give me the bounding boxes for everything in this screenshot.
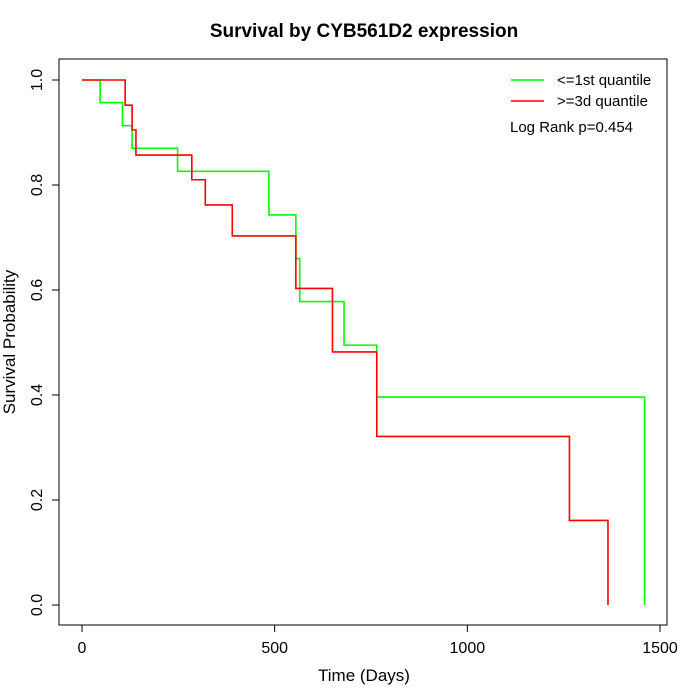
y-tick-label: 1.0: [29, 69, 46, 91]
y-axis-label: Survival Probability: [0, 269, 19, 414]
x-axis-label: Time (Days): [318, 666, 410, 685]
y-tick-label: 0.8: [29, 174, 46, 196]
legend: <=1st quantile >=3d quantile: [511, 72, 651, 110]
y-axis: 0.0 0.2 0.4 0.6 0.8 1.0: [29, 69, 60, 616]
log-rank-annotation: Log Rank p=0.454: [510, 119, 633, 136]
x-tick-label: 0: [78, 640, 87, 657]
plot-box: [58, 58, 668, 626]
legend-label: <=1st quantile: [557, 72, 651, 89]
legend-label: >=3d quantile: [557, 93, 648, 110]
series-group: [82, 79, 646, 605]
y-tick-label: 0.6: [29, 279, 46, 301]
y-tick-label: 0.0: [29, 594, 46, 616]
y-tick-label: 0.4: [29, 384, 46, 406]
x-tick-label: 1500: [642, 640, 678, 657]
series-line-1: [82, 79, 646, 605]
y-tick-label: 0.2: [29, 489, 46, 511]
chart-title: Survival by CYB561D2 expression: [210, 21, 518, 42]
x-tick-label: 500: [261, 640, 288, 657]
x-tick-label: 1000: [450, 640, 486, 657]
series-line-2: [82, 79, 609, 605]
x-axis: 0 500 1000 1500: [78, 624, 678, 657]
